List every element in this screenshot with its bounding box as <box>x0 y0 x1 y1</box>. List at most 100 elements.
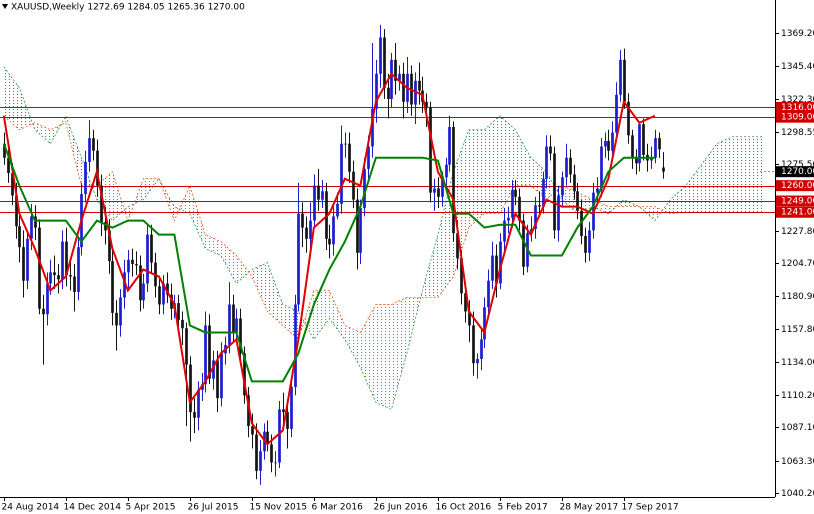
candle-body <box>139 265 142 301</box>
candle-body <box>42 308 45 315</box>
candle-body <box>573 174 576 192</box>
candle-body <box>266 431 269 445</box>
candle-body <box>359 208 362 253</box>
candle-body <box>468 311 471 326</box>
candle-body <box>65 241 68 276</box>
candle-body <box>402 73 405 102</box>
candle-body <box>375 73 378 109</box>
level-label-bg <box>776 101 814 113</box>
candle-body <box>131 259 134 264</box>
candle-body <box>336 203 339 217</box>
candle-body <box>445 164 448 178</box>
candle-body <box>146 234 149 284</box>
candle-body <box>518 196 521 221</box>
y-tick-label: 1322.30 <box>781 95 814 105</box>
cloud-segment <box>96 171 113 221</box>
candle-body <box>437 188 440 197</box>
candle-body <box>565 157 568 178</box>
x-tick-label: 26 Jun 2016 <box>374 503 428 513</box>
last-price-bg <box>776 166 814 178</box>
level-label: 1241.00 <box>781 208 814 218</box>
candle-body <box>503 220 506 242</box>
plot-area <box>0 24 775 485</box>
x-tick-label: 6 Mar 2016 <box>312 503 364 513</box>
symbol-icon <box>2 4 8 9</box>
candle-body <box>352 171 355 200</box>
candle-body <box>448 126 451 165</box>
candle-body <box>53 272 56 276</box>
candle-body <box>662 167 665 172</box>
cloud-segment <box>329 290 345 340</box>
candle-body <box>464 293 467 312</box>
cloud-segment <box>267 262 283 326</box>
candle-body <box>317 185 320 200</box>
candle-body <box>181 319 184 329</box>
candle-body <box>73 276 76 292</box>
candle-body <box>658 138 661 150</box>
level-label: 1260.00 <box>781 181 814 191</box>
candle-body <box>235 318 238 333</box>
tenkan-sen <box>2 72 656 446</box>
cloud-segment <box>732 136 748 213</box>
candle-body <box>522 220 525 267</box>
cloud-segment <box>81 157 97 200</box>
candle-body <box>270 444 273 463</box>
candle-body <box>158 286 161 305</box>
candle-body <box>3 143 6 158</box>
candle-body <box>170 294 173 309</box>
cloud-segment <box>685 164 702 213</box>
candle-body <box>100 185 103 223</box>
candle-body <box>511 189 514 218</box>
cloud-segment <box>251 262 268 312</box>
cloud-segment <box>716 136 733 213</box>
cloud-segment <box>391 297 407 410</box>
candle-body <box>26 238 29 281</box>
candle-body <box>654 138 657 158</box>
candle-body <box>232 304 235 333</box>
candle-body <box>507 217 510 221</box>
candle-body <box>569 157 572 175</box>
level-label-bg <box>776 206 814 218</box>
candle-body <box>398 73 401 81</box>
candle-body <box>514 189 517 197</box>
candle-body <box>340 143 343 204</box>
y-tick-label: 1369.20 <box>781 29 814 39</box>
level-label-bg <box>776 195 814 207</box>
candle-body <box>301 213 304 228</box>
candle-body <box>619 59 622 95</box>
candle-body <box>425 101 428 108</box>
candle-body <box>627 101 630 136</box>
candle-body <box>208 325 211 379</box>
chart-title: XAUUSD,Weekly 1272.69 1284.05 1265.36 12… <box>11 3 245 13</box>
candle-body <box>150 234 153 263</box>
candle-body <box>545 146 548 179</box>
candle-body <box>7 157 10 174</box>
candle-body <box>483 307 486 340</box>
cloud-segment <box>468 129 485 228</box>
candle-body <box>332 216 335 245</box>
candle-body <box>433 188 436 193</box>
cloud-segment <box>220 241 237 284</box>
candle-body <box>135 263 138 266</box>
cloud-segment <box>236 255 252 284</box>
candle-body <box>212 360 215 379</box>
cloud-segment <box>65 115 82 186</box>
candle-body <box>542 178 545 207</box>
candle-body <box>77 247 80 292</box>
candle-body <box>282 409 285 413</box>
candle-body <box>104 222 107 231</box>
y-tick-label: 1345.40 <box>781 62 814 72</box>
candle-body <box>611 132 614 151</box>
candle-body <box>363 168 366 209</box>
candle-body <box>476 359 479 364</box>
candle-body <box>259 451 262 471</box>
candle-body <box>418 80 421 91</box>
candle-body <box>286 412 289 429</box>
candle-body <box>228 304 231 346</box>
candle-body <box>321 191 324 200</box>
candle-body <box>379 37 382 74</box>
candle-body <box>487 280 490 308</box>
y-tick-label: 1087.10 <box>781 423 814 433</box>
y-tick-label: 1275.50 <box>781 160 814 170</box>
y-tick-label: 1157.80 <box>781 325 814 335</box>
